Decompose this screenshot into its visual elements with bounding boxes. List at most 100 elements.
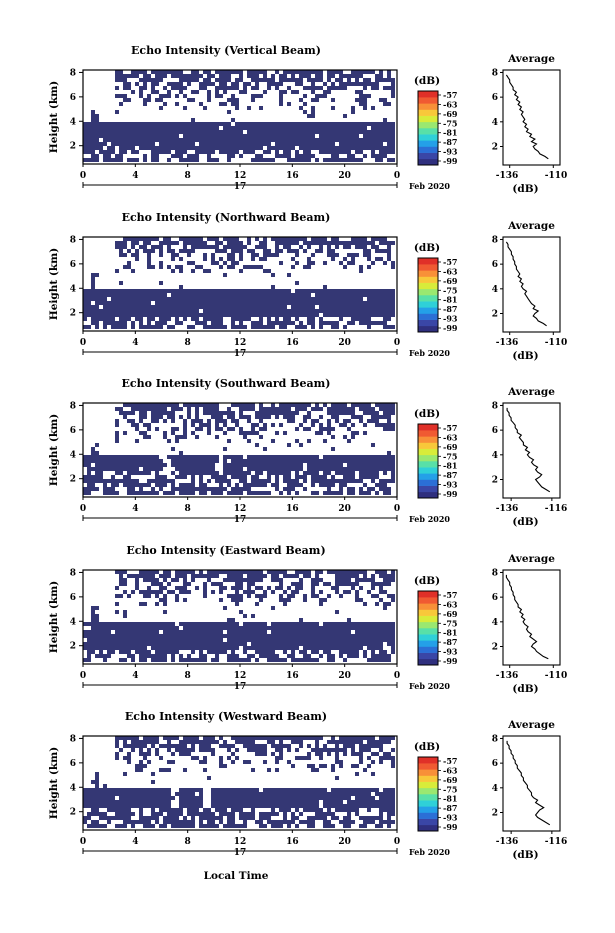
colorbar-segment bbox=[418, 326, 438, 332]
colorbar-segment bbox=[418, 616, 438, 622]
colorbar-segment bbox=[418, 788, 438, 794]
colorbar-segment bbox=[418, 776, 438, 782]
colorbar: (dB)-57-63-69-75-81-87-93-99 bbox=[414, 75, 458, 166]
profile-y-tick-label: 4 bbox=[492, 618, 498, 628]
colorbar-segment bbox=[418, 449, 438, 455]
colorbar-segment bbox=[418, 769, 438, 775]
profile-frame bbox=[503, 403, 560, 498]
colorbar-segment bbox=[418, 486, 438, 492]
colorbar-segment bbox=[418, 473, 438, 479]
profile-x-tick-label: -136 bbox=[496, 171, 519, 181]
profile-y-tick-label: 8 bbox=[492, 568, 498, 578]
colorbar-segment bbox=[418, 258, 438, 264]
colorbar-segment bbox=[418, 813, 438, 819]
date-suffix: Feb 2020 bbox=[409, 514, 450, 524]
x-tick-label: 16 bbox=[286, 671, 299, 681]
colorbar-tick-label: -99 bbox=[443, 822, 458, 832]
colorbar-segment bbox=[418, 103, 438, 109]
x-tick-label: 20 bbox=[338, 504, 351, 514]
date-label: 17 bbox=[234, 682, 247, 692]
heatmap-cells bbox=[83, 570, 395, 662]
colorbar-tick-label: -99 bbox=[443, 156, 458, 166]
colorbar-segment bbox=[418, 122, 438, 128]
panel-4: Echo Intensity (Eastward Beam)2468Height… bbox=[48, 544, 567, 695]
y-tick-label: 8 bbox=[70, 235, 76, 245]
y-tick-label: 2 bbox=[70, 808, 76, 818]
y-tick-label: 4 bbox=[70, 783, 76, 793]
profile-y-tick-label: 2 bbox=[492, 142, 498, 152]
colorbar-segment bbox=[418, 134, 438, 140]
colorbar-segment bbox=[418, 461, 438, 467]
panel-title: Echo Intensity (Southward Beam) bbox=[122, 377, 331, 390]
colorbar-segment bbox=[418, 110, 438, 116]
y-tick-label: 2 bbox=[70, 142, 76, 152]
profile-line bbox=[507, 408, 550, 492]
colorbar-segment bbox=[418, 153, 438, 159]
colorbar-segment bbox=[418, 140, 438, 146]
profile-y-tick-label: 4 bbox=[492, 118, 498, 128]
profile-frame bbox=[503, 570, 560, 665]
x-tick-label: 12 bbox=[234, 504, 247, 514]
colorbar-unit: (dB) bbox=[414, 75, 440, 87]
colorbar-segment bbox=[418, 289, 438, 295]
x-tick-label: 16 bbox=[286, 837, 299, 847]
colorbar-segment bbox=[418, 819, 438, 825]
y-tick-label: 8 bbox=[70, 568, 76, 578]
colorbar-segment bbox=[418, 301, 438, 307]
colorbar: (dB)-57-63-69-75-81-87-93-99 bbox=[414, 741, 458, 832]
heatmap-cells bbox=[83, 237, 395, 329]
x-tick-label: 4 bbox=[132, 504, 138, 514]
colorbar-tick-label: -99 bbox=[443, 323, 458, 333]
profile-y-tick-label: 8 bbox=[492, 401, 498, 411]
colorbar-segment bbox=[418, 270, 438, 276]
x-tick-label: 12 bbox=[234, 338, 247, 348]
x-tick-label: 16 bbox=[286, 504, 299, 514]
x-tick-label: 16 bbox=[286, 338, 299, 348]
date-label: 17 bbox=[234, 182, 247, 192]
profile-y-tick-label: 2 bbox=[492, 309, 498, 319]
profile-y-tick-label: 6 bbox=[492, 759, 498, 769]
profile-x-label: (dB) bbox=[512, 849, 538, 861]
y-tick-label: 2 bbox=[70, 475, 76, 485]
colorbar-segment bbox=[418, 825, 438, 831]
y-tick-label: 6 bbox=[70, 426, 76, 436]
y-tick-label: 8 bbox=[70, 734, 76, 744]
profile-x-label: (dB) bbox=[512, 350, 538, 362]
colorbar-unit: (dB) bbox=[414, 408, 440, 420]
x-tick-label: 20 bbox=[338, 671, 351, 681]
date-label: 17 bbox=[234, 349, 247, 359]
date-suffix: Feb 2020 bbox=[409, 847, 450, 857]
colorbar-segment bbox=[418, 782, 438, 788]
profile-y-tick-label: 4 bbox=[492, 285, 498, 295]
x-axis-label: Local Time bbox=[204, 870, 269, 882]
colorbar: (dB)-57-63-69-75-81-87-93-99 bbox=[414, 408, 458, 499]
profile-y-tick-label: 2 bbox=[492, 808, 498, 818]
x-tick-label: 0 bbox=[394, 504, 400, 514]
y-axis-label: Height (km) bbox=[48, 581, 60, 653]
x-tick-label: 4 bbox=[132, 671, 138, 681]
colorbar-segment bbox=[418, 622, 438, 628]
y-tick-label: 8 bbox=[70, 68, 76, 78]
y-tick-label: 6 bbox=[70, 93, 76, 103]
y-tick-label: 4 bbox=[70, 117, 76, 127]
x-tick-label: 8 bbox=[185, 171, 191, 181]
panel-3: Echo Intensity (Southward Beam)2468Heigh… bbox=[48, 377, 567, 528]
colorbar-segment bbox=[418, 455, 438, 461]
profile-line bbox=[506, 575, 548, 659]
panel-5: Echo Intensity (Westward Beam)2468Height… bbox=[48, 710, 567, 861]
x-tick-label: 8 bbox=[185, 837, 191, 847]
x-tick-label: 8 bbox=[185, 671, 191, 681]
colorbar-unit: (dB) bbox=[414, 575, 440, 587]
colorbar-unit: (dB) bbox=[414, 741, 440, 753]
y-tick-label: 6 bbox=[70, 260, 76, 270]
profile-line bbox=[506, 242, 546, 326]
x-tick-label: 0 bbox=[80, 504, 86, 514]
colorbar: (dB)-57-63-69-75-81-87-93-99 bbox=[414, 242, 458, 333]
colorbar-segment bbox=[418, 128, 438, 134]
x-tick-label: 0 bbox=[394, 837, 400, 847]
profile-title: Average bbox=[507, 220, 555, 232]
